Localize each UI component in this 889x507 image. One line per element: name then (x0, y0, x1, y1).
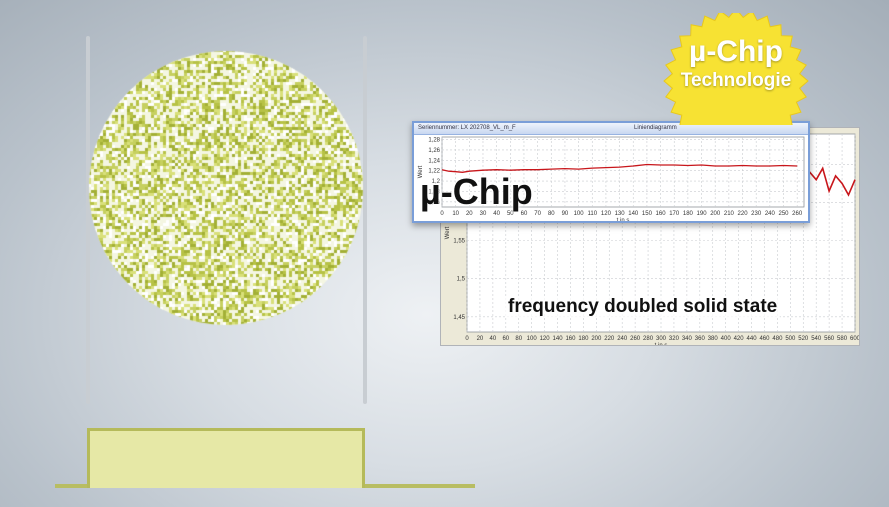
x-tick-label: 400 (721, 336, 732, 342)
chart-uchip: 0 10 20 30 40 50 60 70 80 90 100 110 120 130 140 150 160… (418, 136, 805, 221)
x-tick-label: 250 (779, 211, 790, 217)
badge-subtitle: Technologie (680, 70, 792, 91)
y-tick-label: 1,5 (457, 277, 466, 283)
x-tick-label: 60 (502, 336, 509, 342)
seal-badge-icon (663, 13, 809, 125)
frequency-doubled-caption: frequency doubled solid state (505, 296, 781, 318)
x-tick-label: 100 (574, 211, 585, 217)
x-tick-label: 320 (669, 336, 680, 342)
x-tick-label: 160 (565, 336, 576, 342)
uchip-overlay-label: µ-Chip (420, 171, 533, 212)
x-tick-label: 0 (465, 336, 469, 342)
y-tick-label: 1,28 (428, 138, 440, 144)
x-tick-label: 230 (751, 211, 762, 217)
badge-title: µ-Chip (689, 35, 783, 68)
x-tick-label: 100 (527, 336, 538, 342)
x-tick-label: 180 (683, 211, 694, 217)
x-tick-label: 90 (562, 211, 569, 217)
y-tick-label: 1,22 (428, 169, 440, 175)
y-tick-label: 1,45 (453, 315, 465, 321)
x-tick-label: 50 (507, 211, 514, 217)
y-tick-label: 1,26 (428, 148, 440, 154)
x-tick-label: 110 (587, 211, 597, 217)
x-tick-label: 240 (617, 336, 628, 342)
x-tick-label: 210 (724, 211, 735, 217)
x-tick-label: 40 (493, 211, 500, 217)
chart-window-uchip: Seriennummer: LX 202708_VL_m_F Liniendia… (412, 121, 810, 223)
x-tick-label: 560 (824, 336, 835, 342)
x-tick-label: 600 (850, 336, 859, 342)
x-axis-label: t in s (655, 343, 668, 345)
x-tick-label: 20 (466, 211, 473, 217)
speckle-pattern-disc (88, 46, 364, 330)
plot-area (441, 136, 805, 208)
y-axis-label: Wert (418, 165, 424, 178)
x-tick-label: 220 (738, 211, 749, 217)
x-tick-label: 190 (697, 211, 708, 217)
y-tick-label: 1,2 (432, 179, 441, 185)
x-tick-label: 10 (452, 211, 459, 217)
x-tick-label: 520 (798, 336, 809, 342)
x-tick-label: 30 (480, 211, 487, 217)
y-tick-label: 1,18 (428, 189, 440, 195)
x-tick-label: 160 (656, 211, 667, 217)
x-tick-label: 20 (477, 336, 484, 342)
x-tick-label: 0 (440, 211, 444, 217)
x-tick-label: 150 (642, 211, 653, 217)
y-tick-label: 1,55 (453, 239, 465, 245)
window-chart-title: Liniendiagramm (634, 125, 677, 131)
x-tick-label: 260 (630, 336, 641, 342)
x-tick-label: 420 (734, 336, 745, 342)
x-tick-label: 260 (792, 211, 803, 217)
x-axis-label: t in s (617, 218, 630, 221)
x-tick-label: 540 (811, 336, 822, 342)
x-tick-label: 60 (521, 211, 528, 217)
x-tick-label: 140 (553, 336, 564, 342)
x-tick-label: 580 (837, 336, 848, 342)
right-guide-line (363, 36, 367, 404)
x-tick-label: 120 (601, 211, 612, 217)
x-tick-label: 480 (772, 336, 783, 342)
x-tick-label: 130 (615, 211, 626, 217)
x-tick-label: 180 (578, 336, 589, 342)
x-tick-label: 40 (490, 336, 497, 342)
x-tick-label: 500 (785, 336, 796, 342)
window-serial-label: Seriennummer: LX 202708_VL_m_F (418, 125, 516, 131)
x-tick-label: 120 (540, 336, 551, 342)
x-tick-label: 140 (628, 211, 639, 217)
y-tick-label: 1,16 (428, 200, 440, 206)
x-tick-label: 360 (695, 336, 706, 342)
series-line (441, 163, 798, 173)
chart-window-titlebar: Seriennummer: LX 202708_VL_m_F Liniendia… (414, 123, 808, 135)
x-tick-label: 340 (682, 336, 693, 342)
x-tick-label: 220 (604, 336, 615, 342)
rectangular-pulse (87, 428, 365, 488)
x-tick-label: 170 (669, 211, 680, 217)
x-tick-label: 80 (548, 211, 555, 217)
x-tick-label: 70 (534, 211, 541, 217)
seal-shape (663, 13, 809, 125)
x-tick-label: 200 (710, 211, 721, 217)
x-tick-label: 460 (759, 336, 770, 342)
x-tick-label: 240 (765, 211, 776, 217)
x-tick-label: 380 (708, 336, 719, 342)
y-axis-label: Wert (445, 226, 451, 239)
x-tick-label: 300 (656, 336, 667, 342)
x-tick-label: 80 (515, 336, 522, 342)
x-tick-label: 280 (643, 336, 654, 342)
y-tick-label: 1,24 (428, 158, 440, 164)
x-tick-label: 200 (591, 336, 602, 342)
x-tick-label: 440 (747, 336, 758, 342)
